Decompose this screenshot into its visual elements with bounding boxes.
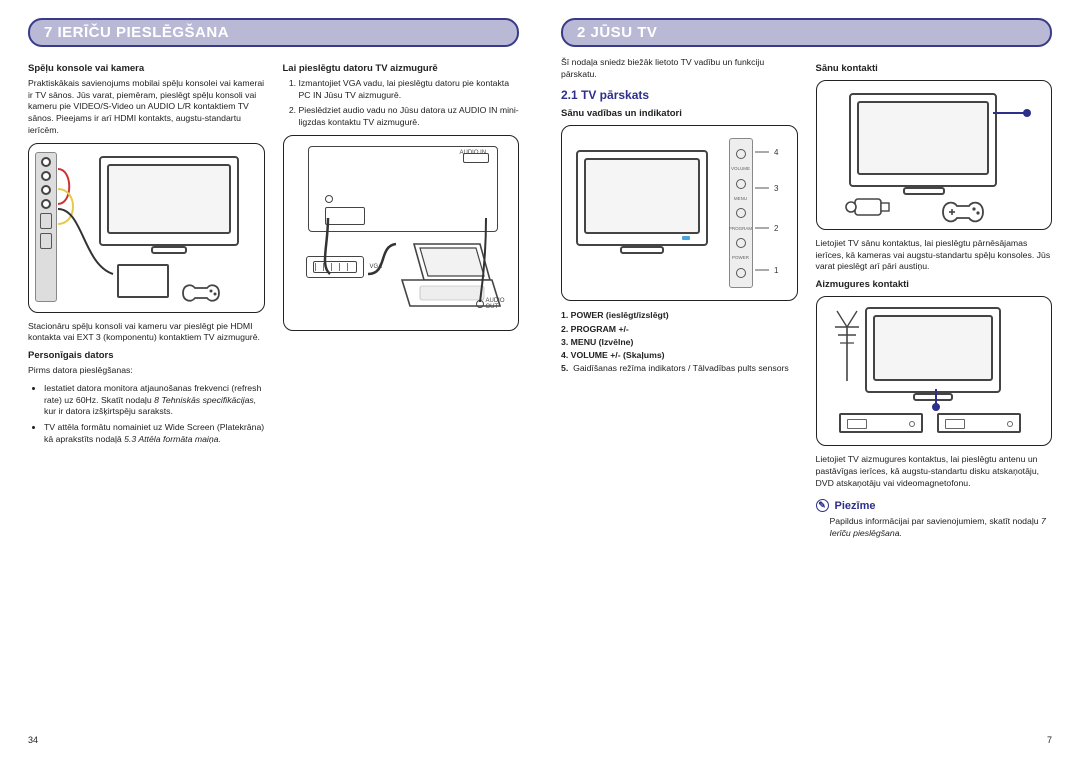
control-1: 1. POWER (ieslēgt/izslēgt): [561, 309, 798, 322]
connect-pc-steps: Izmantojiet VGA vadu, lai pieslēgtu dato…: [283, 78, 520, 129]
right-col-b: Sānu kontakti: [816, 57, 1053, 546]
right-col-a: Šī nodaļa sniedz biežāk lietoto TV vadīb…: [561, 57, 798, 546]
para-console: Praktiskākais savienojums mobilai spēļu …: [28, 78, 265, 137]
left-col-b: Lai pieslēgtu datoru TV aizmugurē Izmant…: [283, 57, 520, 450]
control-5: 5. Gaidīšanas režīma indikators / Tālvad…: [561, 362, 798, 375]
leader-icon: [993, 105, 1033, 125]
pc-bullet-1: Iestatiet datora monitora atjaunošanas f…: [44, 383, 265, 418]
para-rear-conn: Lietojiet TV aizmugures kontaktus, lai p…: [816, 454, 1053, 489]
control-2: 2. PROGRAM +/-: [561, 323, 798, 336]
note-icon: ✎: [816, 499, 829, 512]
section-title: 7 IERĪČU PIESLĒGŠANA: [44, 24, 229, 41]
left-columns: Spēļu konsole vai kamera Praktiskākais s…: [28, 57, 519, 450]
page-right: 2 JŪSU TV Šī nodaļa sniedz biežāk lietot…: [561, 18, 1052, 745]
para-side-conn: Lietojiet TV sānu kontaktus, lai pieslēg…: [816, 238, 1053, 273]
figure-pc-rear: AUDIO IN VGA AUDIO OUT: [283, 135, 520, 331]
leader-lines-icon: [755, 144, 773, 294]
para-console-2: Stacionāru spēļu konsoli vai kameru var …: [28, 321, 265, 344]
heading-connect-pc: Lai pieslēgtu datoru TV aizmugurē: [283, 63, 520, 74]
subsection-2-1: 2.1 TV pārskats: [561, 88, 798, 102]
note-body: Papildus informācijai par savienojumiem,…: [816, 516, 1053, 539]
page-number-left: 34: [28, 735, 519, 745]
connect-pc-step-2: Pieslēdziet audio vadu no Jūsu datora uz…: [299, 105, 520, 128]
wires-icon: [53, 164, 123, 284]
pc-bullet-2: TV attēla formātu nomainiet uz Wide Scre…: [44, 422, 265, 445]
right-columns: Šī nodaļa sniedz biežāk lietoto TV vadīb…: [561, 57, 1052, 546]
page-number-right: 7: [561, 735, 1052, 745]
controls-list: 1. POWER (ieslēgt/izslēgt) 2. PROGRAM +/…: [561, 309, 798, 374]
section-header-7: 7 IERĪČU PIESLĒGŠANA: [28, 18, 519, 47]
left-col-a: Spēļu konsole vai kamera Praktiskākais s…: [28, 57, 265, 450]
para-pc-pre: Pirms datora pieslēgšanas:: [28, 365, 265, 377]
figure-side-controls: VOLUME MENU PROGRAM POWER 4 3 2 1: [561, 125, 798, 301]
leader-rear-icon: [929, 389, 943, 413]
section-header-2: 2 JŪSU TV: [561, 18, 1052, 47]
heading-side-conn: Sānu kontakti: [816, 63, 1053, 74]
gamepad-icon: [179, 280, 223, 306]
side-buttons-icon: VOLUME MENU PROGRAM POWER: [729, 138, 753, 288]
para-overview: Šī nodaļa sniedz biežāk lietoto TV vadīb…: [561, 57, 798, 80]
label-audio-in: AUDIO IN: [460, 150, 487, 156]
heading-side-controls: Sānu vadības un indikatori: [561, 108, 798, 119]
heading-rear-conn: Aizmugures kontakti: [816, 279, 1053, 290]
heading-console: Spēļu konsole vai kamera: [28, 63, 265, 74]
figure-console-side: [28, 143, 265, 313]
figure-rear-connectors: [816, 296, 1053, 446]
control-4: 4. VOLUME +/- (Skaļums): [561, 349, 798, 362]
camcorder-icon: [845, 193, 893, 223]
control-3: 3. MENU (Izvēlne): [561, 336, 798, 349]
pc-bullets: Iestatiet datora monitora atjaunošanas f…: [28, 383, 265, 446]
section-title-2: 2 JŪSU TV: [577, 24, 657, 41]
cables-icon: [318, 216, 498, 326]
antenna-icon: [829, 307, 865, 387]
gamepad-icon-2: [937, 197, 989, 227]
heading-pc: Personīgais dators: [28, 350, 265, 361]
connect-pc-step-1: Izmantojiet VGA vadu, lai pieslēgtu dato…: [299, 78, 520, 101]
note-heading: ✎ Piezīme: [816, 499, 1053, 512]
page-left: 7 IERĪČU PIESLĒGŠANA Spēļu konsole vai k…: [28, 18, 519, 745]
figure-side-connectors: [816, 80, 1053, 230]
